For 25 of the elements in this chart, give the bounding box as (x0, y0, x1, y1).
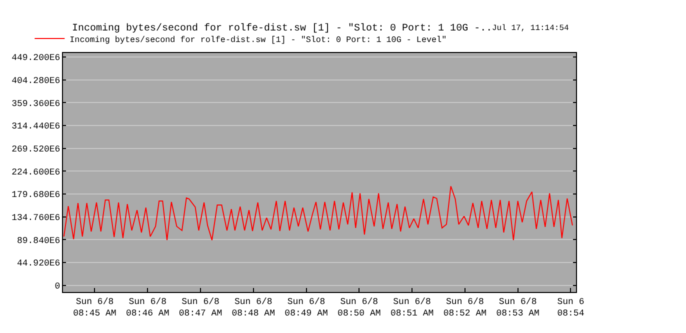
x-tick-label: Sun 6/8 08:46 AM (126, 296, 170, 318)
y-tick-label: 179.680E6 (12, 190, 60, 200)
legend-label: Incoming bytes/second for rolfe-dist.sw [1] - "Slot: 0 Port: 1 10G - Level" (70, 34, 447, 45)
x-tick-label: Sun 6/8 08:53 AM (496, 296, 540, 318)
line-series (63, 186, 573, 241)
y-tick-label: 449.200E6 (12, 53, 60, 64)
chart-title: Incoming bytes/second for rolfe-dist.sw [1] - "Slot: 0 Port: 1 10G -.. (72, 22, 492, 34)
x-tick-label: Sun 6/8 08:50 AM (338, 296, 381, 318)
x-tick-label: Sun 6/8 08:45 AM (73, 296, 116, 318)
y-tick-label: 224.600E6 (12, 167, 60, 178)
x-tick-label: Sun 6/8 08:48 AM (232, 296, 275, 318)
x-tick-label: Sun 6/8 08:52 AM (443, 296, 487, 318)
y-tick-label: 314.440E6 (12, 122, 60, 132)
x-tick-label: Sun 6 08:54 (557, 296, 584, 318)
y-tick-label: 44.920E6 (16, 258, 60, 269)
x-tick-label: Sun 6/8 08:49 AM (284, 296, 328, 318)
y-tick-label: 0 (54, 282, 60, 292)
chart-subtitle: Jul 17, 11:14:54 (492, 24, 570, 33)
x-tick-label: Sun 6/8 08:47 AM (178, 296, 222, 318)
y-tick-label: 134.760E6 (12, 213, 60, 224)
y-tick-label: 269.520E6 (12, 144, 60, 154)
y-tick-label: 359.360E6 (12, 98, 60, 109)
x-tick-label: Sun 6/8 08:51 AM (390, 296, 434, 318)
y-tick-label: 89.840E6 (16, 236, 60, 246)
y-tick-label: 404.280E6 (12, 76, 60, 86)
